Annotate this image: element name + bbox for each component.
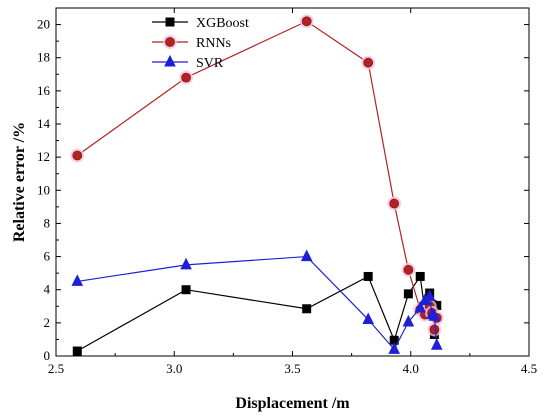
x-tick-label: 3.5: [284, 361, 300, 376]
data-point-xgboost: [72, 346, 82, 356]
data-point-rnns: [403, 264, 414, 275]
data-point-svr: [388, 342, 401, 354]
y-axis-title: Relative error /%: [11, 122, 28, 242]
series-svr: [71, 249, 443, 354]
y-tick-label: 14: [37, 116, 51, 131]
data-point-xgboost: [363, 271, 373, 281]
plot-frame: [55, 7, 530, 357]
data-point-xgboost: [302, 304, 312, 314]
legend-marker-xgboost: [165, 17, 175, 27]
y-tick-label: 10: [37, 182, 50, 197]
series-rnns: [70, 14, 444, 337]
series-xgboost: [72, 271, 442, 356]
data-point-svr: [430, 338, 443, 350]
legend-label-rnns: RNNs: [196, 36, 231, 51]
x-tick-label: 4.0: [403, 361, 419, 376]
x-tick-label: 4.5: [521, 361, 537, 376]
data-point-svr: [423, 289, 436, 301]
y-tick-label: 2: [44, 315, 51, 330]
legend-item-svr: SVR: [152, 54, 224, 71]
legend: XGBoost RNNs SVR: [152, 16, 249, 71]
y-tick-label: 4: [44, 282, 51, 297]
data-point-svr: [300, 249, 313, 262]
data-point-xgboost: [415, 271, 425, 281]
data-point-svr: [414, 300, 427, 313]
legend-marker-svr: [164, 54, 176, 67]
data-point-rnns: [363, 57, 374, 68]
legend-label-svr: SVR: [196, 56, 224, 71]
plot-area: [70, 14, 444, 356]
y-tick-label: 6: [44, 249, 51, 264]
data-point-rnns: [72, 150, 83, 161]
y-tick-label: 18: [37, 50, 50, 65]
data-point-xgboost: [403, 289, 413, 299]
y-tick-label: 20: [37, 17, 50, 32]
data-point-xgboost: [181, 285, 191, 295]
y-tick-label: 0: [44, 348, 51, 363]
data-point-rnns: [389, 198, 400, 209]
legend-item-xgboost: XGBoost: [152, 16, 249, 31]
y-tick-label: 12: [37, 149, 50, 164]
axes: 2.5 3.0 3.5 4.0 4.5 0 2 4 6 8 10 12 14 16 18 20: [37, 7, 537, 376]
data-point-rnns: [181, 72, 191, 83]
x-tick-label: 3.0: [166, 361, 182, 376]
data-point-svr: [402, 314, 415, 327]
x-axis-title: Displacement /m: [235, 395, 350, 412]
data-point-rnns: [301, 16, 312, 27]
legend-label-xgboost: XGBoost: [196, 16, 249, 31]
series-line-rnns: [76, 20, 438, 330]
legend-item-rnns: RNNs: [152, 35, 231, 51]
data-point-svr: [180, 257, 192, 270]
series-line-xgboost: [76, 274, 438, 352]
y-tick-label: 8: [44, 215, 51, 230]
x-tick-label: 2.5: [48, 361, 64, 376]
data-point-rnns: [429, 324, 440, 335]
series-line-svr: [77, 255, 438, 351]
data-point-svr: [428, 309, 441, 321]
data-point-svr: [362, 312, 374, 325]
data-point-svr: [71, 274, 84, 286]
legend-marker-rnns: [165, 37, 175, 47]
y-tick-label: 16: [37, 83, 51, 98]
